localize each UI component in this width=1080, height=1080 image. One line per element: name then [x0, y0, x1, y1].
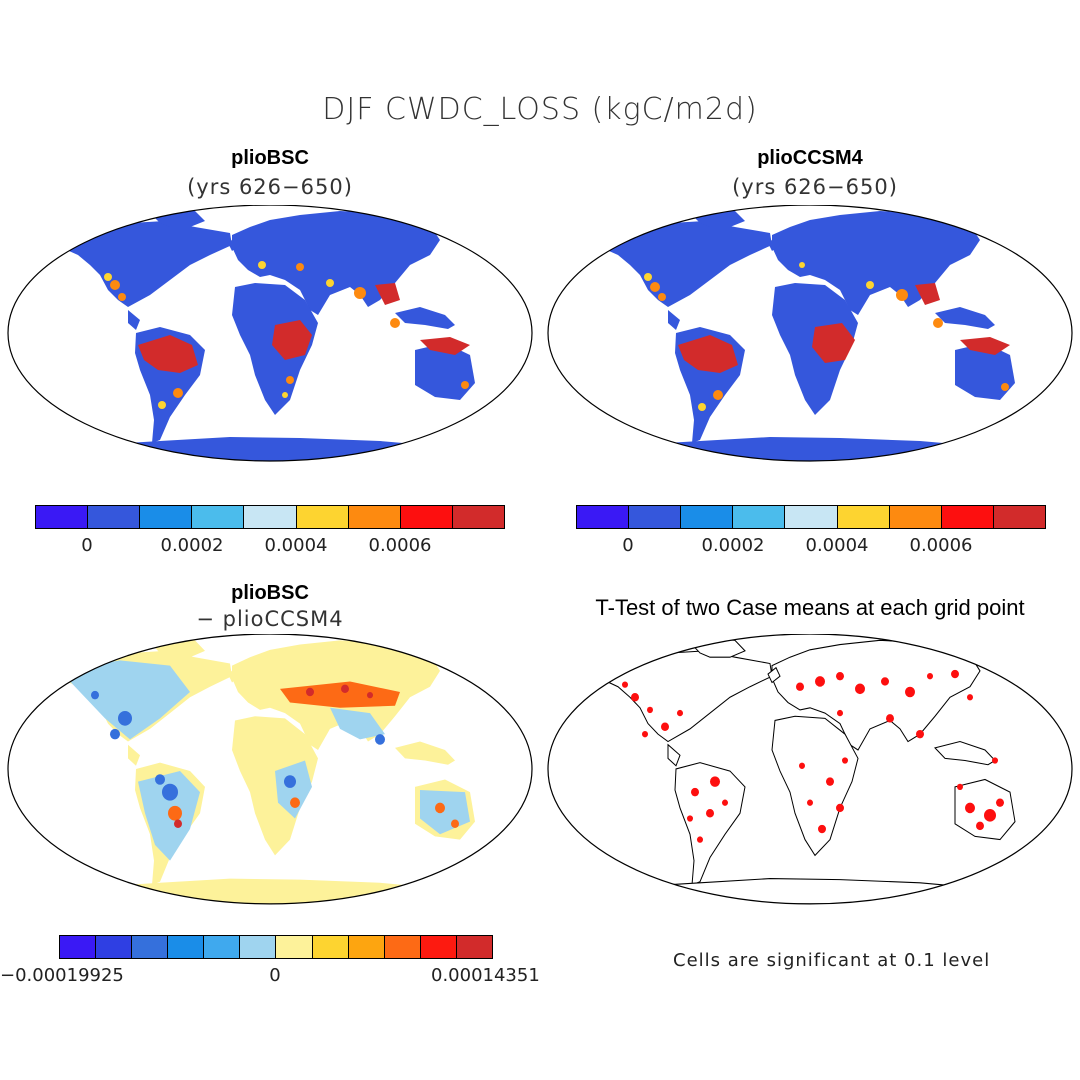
colorbar-swatch: [629, 506, 682, 528]
colorbar-swatch: [132, 936, 169, 958]
colorbar-swatch: [312, 936, 349, 958]
colorbar-tick: 0.0004: [264, 535, 328, 556]
colorbar-tick: 0.0006: [368, 535, 432, 556]
colorbar-swatch: [785, 506, 838, 528]
colorbar-swatch: [420, 936, 457, 958]
panel-title-tr: plioCCSM4: [757, 147, 863, 169]
colorbar-swatch: [456, 936, 492, 958]
panel-title-tl: plioBSC: [231, 147, 309, 169]
colorbar-swatch: [993, 506, 1045, 528]
colorbar-swatch: [240, 936, 277, 958]
colorbar-swatch: [348, 936, 385, 958]
colorbar-swatch: [452, 506, 504, 528]
colorbar-tick: 0.0002: [701, 535, 765, 556]
colorbar-swatch: [276, 936, 313, 958]
map-difference: [7, 634, 533, 905]
colorbar-tick: −0.00019925: [0, 965, 124, 986]
colorbar-swatch: [192, 506, 245, 528]
colorbar-swatch: [244, 506, 297, 528]
colorbar-tick: 0.00014351: [431, 965, 540, 986]
panel-title-bl: plioBSC: [231, 582, 309, 604]
colorbar-swatch: [681, 506, 734, 528]
colorbar-tick: 0: [269, 965, 281, 986]
colorbar-swatch: [941, 506, 994, 528]
colorbar-top-left: [35, 505, 505, 529]
map-plioBSC: [7, 205, 533, 462]
panel-title-br: T-Test of two Case means at each grid po…: [595, 595, 1025, 620]
colorbar-swatch: [204, 936, 241, 958]
colorbar-top-right: [576, 505, 1046, 529]
colorbar-swatch: [296, 506, 349, 528]
colorbar-swatch: [400, 506, 453, 528]
map-plioCCSM4: [547, 205, 1073, 462]
colorbar-tick: 0: [622, 535, 634, 556]
colorbar-swatch: [168, 936, 205, 958]
figure-title: DJF CWDC_LOSS (kgC/m2d): [322, 92, 758, 127]
colorbar-swatch: [36, 506, 89, 528]
colorbar-difference: [59, 935, 493, 959]
colorbar-tick: 0.0002: [160, 535, 224, 556]
colorbar-swatch: [348, 506, 401, 528]
panel-subtitle-bl: − plioCCSM4: [196, 607, 344, 631]
colorbar-swatch: [384, 936, 421, 958]
map-ttest: [547, 634, 1073, 905]
colorbar-swatch: [60, 936, 97, 958]
panel-subtitle-tr: (yrs 626−650): [732, 175, 898, 199]
colorbar-swatch: [88, 506, 141, 528]
colorbar-swatch: [837, 506, 890, 528]
colorbar-swatch: [96, 936, 133, 958]
colorbar-tick: 0.0006: [909, 535, 973, 556]
colorbar-tick: 0: [81, 535, 93, 556]
colorbar-swatch: [140, 506, 193, 528]
colorbar-tick: 0.0004: [805, 535, 869, 556]
colorbar-swatch: [889, 506, 942, 528]
colorbar-swatch: [577, 506, 630, 528]
colorbar-swatch: [733, 506, 786, 528]
significance-note: Cells are significant at 0.1 level: [673, 950, 991, 971]
panel-subtitle-tl: (yrs 626−650): [187, 175, 353, 199]
